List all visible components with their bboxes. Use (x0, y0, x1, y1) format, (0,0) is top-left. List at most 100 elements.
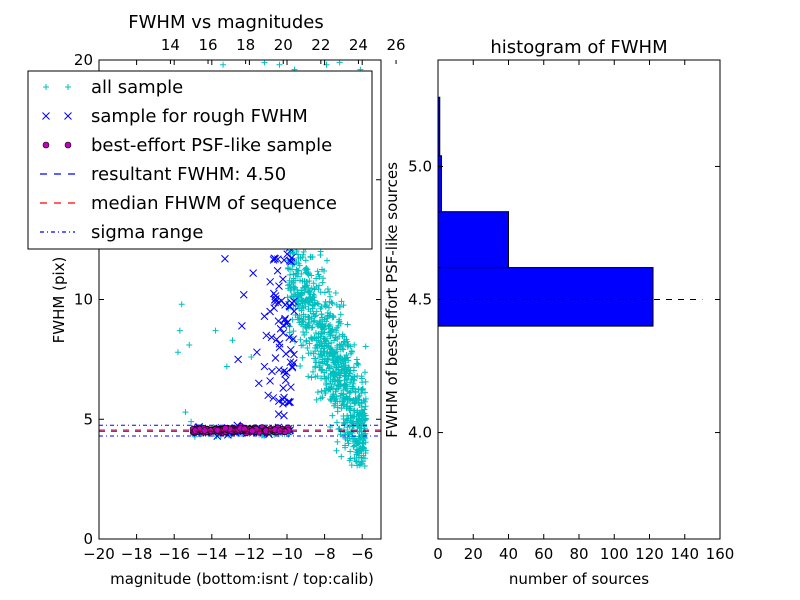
all-sample-point (333, 447, 340, 454)
y-tick-label: 10 (74, 291, 93, 309)
all-sample-point (309, 305, 316, 312)
all-sample-point (348, 462, 355, 469)
rough-sample-point (274, 317, 283, 325)
all-sample-point (332, 290, 339, 297)
all-sample-point (323, 302, 330, 309)
all-sample-point (344, 321, 351, 328)
all-sample-point (329, 412, 336, 419)
all-sample-point (297, 362, 304, 369)
rough-sample-point (270, 304, 278, 312)
all-sample-point (321, 375, 328, 382)
all-sample-point (359, 415, 366, 422)
all-sample-point (361, 455, 368, 462)
all-sample-point (322, 390, 329, 397)
all-sample-point (220, 61, 227, 68)
all-sample-point (340, 413, 347, 420)
all-sample-point (223, 363, 230, 370)
all-sample-point (302, 257, 309, 264)
all-sample-point (338, 364, 345, 371)
all-sample-point (357, 420, 364, 427)
rough-sample-point (280, 411, 288, 420)
rough-sample-point (274, 397, 283, 405)
rough-sample-point (260, 362, 269, 371)
all-sample-point (331, 395, 338, 402)
all-sample-point (317, 333, 324, 340)
all-sample-point (318, 343, 325, 350)
all-sample-point (314, 344, 321, 351)
rough-sample-point (262, 331, 271, 340)
all-sample-point (326, 386, 333, 393)
all-sample-point (337, 320, 344, 327)
all-sample-point (338, 382, 345, 389)
all-sample-point (360, 397, 367, 404)
rough-sample-point (253, 348, 261, 357)
all-sample-point (345, 440, 352, 447)
histogram-xlabel: number of sources (509, 570, 649, 588)
all-sample-point (340, 419, 347, 426)
top-tick-label: 16 (198, 36, 217, 54)
legend-item: best-effort PSF-like sample (42, 135, 332, 156)
rough-sample-point (275, 343, 284, 352)
all-sample-point (309, 324, 316, 331)
all-sample-point (322, 303, 329, 310)
all-sample-point (290, 328, 297, 335)
all-sample-point (305, 284, 312, 291)
rough-sample-point (287, 383, 295, 392)
x-tick-label: −18 (121, 545, 153, 563)
all-sample-point (359, 386, 366, 393)
all-sample-point (319, 394, 326, 401)
all-sample-point (299, 278, 306, 285)
all-sample-point (315, 359, 322, 366)
all-sample-point (303, 337, 310, 344)
all-sample-point (178, 301, 185, 308)
psf-sample-point (262, 427, 270, 435)
all-sample-point (188, 418, 195, 425)
all-sample-point (331, 337, 338, 344)
all-sample-point (347, 343, 354, 350)
rough-sample-point (282, 319, 291, 328)
rough-sample-point (264, 391, 273, 400)
all-sample-point (327, 293, 334, 300)
top-tick-label: 22 (311, 36, 330, 54)
all-sample-point (300, 342, 307, 349)
x-tick-label: 80 (569, 545, 588, 563)
all-sample-point (317, 354, 324, 361)
all-sample-point (327, 321, 334, 328)
all-sample-point (305, 306, 312, 313)
all-sample-point (328, 349, 335, 356)
all-sample-point (334, 336, 341, 343)
rough-sample-point (288, 363, 297, 372)
all-sample-point (347, 448, 354, 455)
rough-sample-point (275, 339, 284, 348)
all-sample-point (314, 300, 321, 307)
all-sample-point (355, 440, 362, 447)
all-sample-point (310, 310, 317, 317)
all-sample-point (347, 398, 354, 405)
all-sample-point (360, 445, 367, 452)
all-sample-point (315, 301, 322, 308)
all-sample-point (341, 420, 348, 427)
x-tick-label: −10 (271, 545, 303, 563)
all-sample-point (334, 324, 341, 331)
all-sample-point (321, 289, 328, 296)
x-tick-label: 100 (600, 545, 629, 563)
rough-sample-point (221, 254, 229, 263)
rough-sample-point (266, 377, 274, 385)
histogram-title: histogram of FWHM (490, 37, 667, 58)
rough-sample-point (284, 397, 293, 406)
all-sample-point (323, 381, 330, 388)
all-sample-point (350, 367, 357, 374)
all-sample-point (337, 346, 344, 353)
scatter-xlabel: magnitude (bottom:isnt / top:calib) (110, 570, 374, 588)
all-sample-point (276, 61, 283, 68)
all-sample-point (328, 299, 335, 306)
all-sample-point (305, 350, 312, 357)
all-sample-point (362, 378, 369, 385)
histogram-bar (438, 96, 441, 157)
all-sample-point (302, 265, 309, 272)
y-tick-label: 20 (74, 51, 93, 69)
all-sample-point (294, 314, 301, 321)
all-sample-point (248, 353, 255, 360)
all-sample-point (351, 341, 358, 348)
